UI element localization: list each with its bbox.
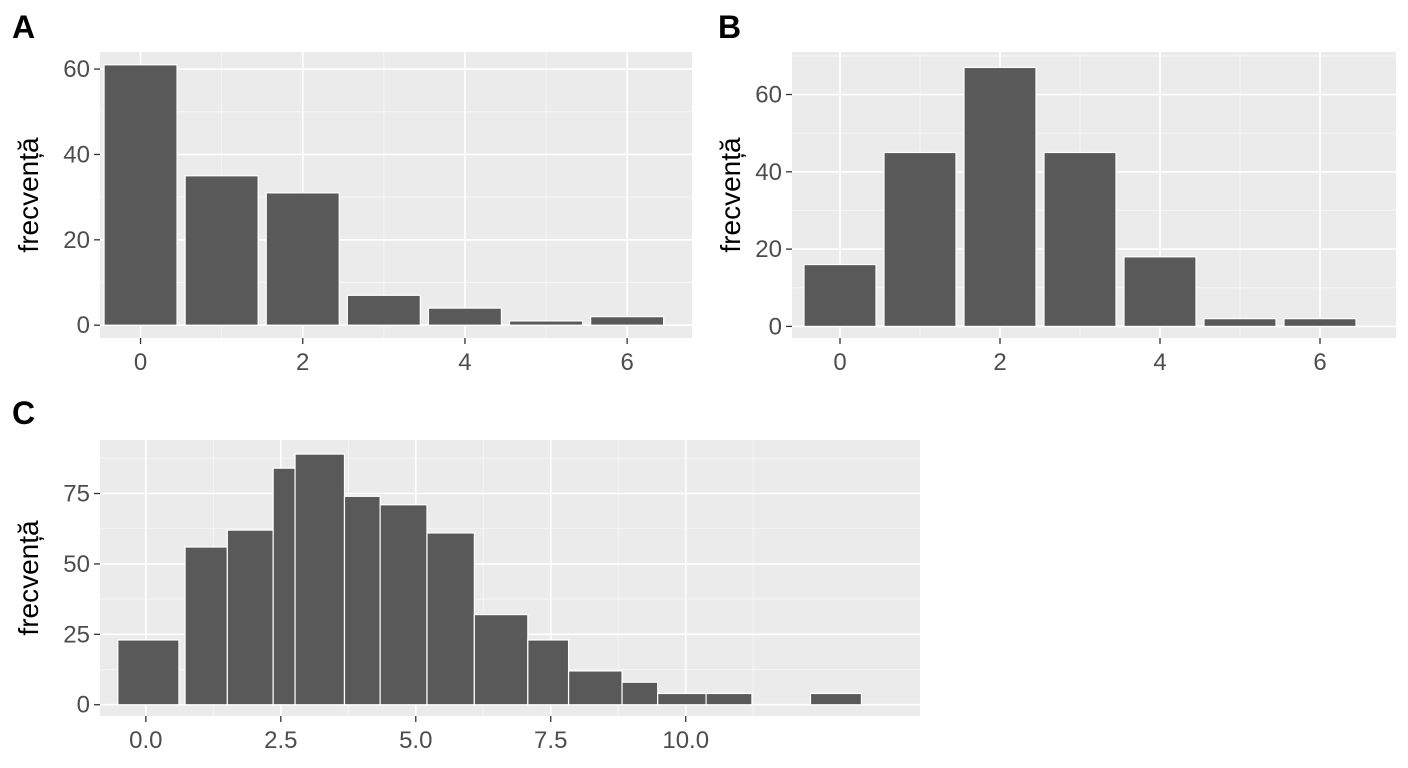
histogram-bar [803,263,877,328]
histogram-bar [117,639,180,706]
histogram-bar [1283,318,1357,328]
x-tick-label: 6 [620,349,633,376]
histogram-bar [527,639,570,706]
x-tick-label: 7.5 [534,727,567,754]
x-tick-label: 10.0 [662,727,709,754]
y-tick-label: 20 [63,227,90,254]
y-tick-label: 50 [63,551,90,578]
x-tick-label: 2 [993,349,1006,376]
y-axis-title: frecvență [13,137,44,253]
y-tick-label: 0 [77,692,90,719]
x-tick-label: 0 [833,349,846,376]
histogram-bar [346,294,421,326]
histogram-bar [184,546,228,706]
histogram-bar [809,692,863,706]
histogram-bar [426,532,475,706]
histogram-bar [294,453,346,706]
y-tick-label: 25 [63,621,90,648]
histogram-bar [1123,256,1197,328]
panel-c: 0.0 2.5 5.0 7.5 10.0 0 25 50 75 frecvență C [12,395,920,754]
histogram-bar [657,692,707,706]
y-axis-title: frecvență [715,137,746,253]
histogram-bar [379,504,428,706]
histogram-bar [103,64,178,326]
histogram-bar [621,681,659,706]
panel-tag: C [12,395,35,431]
histogram-bar [226,529,274,706]
histogram-bar [508,320,584,326]
histogram-bar [705,692,753,706]
y-tick-label: 20 [755,236,782,263]
y-axis-title: frecvență [13,520,44,636]
x-tick-label: 6 [1313,349,1326,376]
panel-tag: B [718,9,741,45]
x-tick-label: 2.5 [264,727,297,754]
x-tick-label: 4 [1153,349,1166,376]
y-tick-label: 40 [755,159,782,186]
y-tick-label: 40 [63,141,90,168]
y-tick-label: 0 [77,312,90,339]
histogram-bar [1203,318,1277,328]
x-tick-label: 2 [296,349,309,376]
panel-tag: A [12,9,35,45]
y-tick-label: 0 [769,313,782,340]
histogram-bar [1043,151,1117,328]
histogram-bar [473,614,529,706]
histogram-bar [427,307,503,326]
histogram-bar [567,670,623,706]
histogram-bar [590,316,665,326]
histogram-bar [272,467,296,706]
x-tick-label: 5.0 [399,727,432,754]
histogram-bar [343,495,381,706]
x-tick-label: 4 [458,349,471,376]
histogram-bar [883,151,957,328]
y-tick-label: 60 [63,56,90,83]
y-tick-label: 60 [755,82,782,109]
histogram-bar [963,66,1037,328]
histogram-bar [184,175,259,326]
histogram-bar [265,192,340,326]
x-tick-label: 0.0 [129,727,162,754]
x-tick-label: 0 [134,349,147,376]
y-tick-label: 75 [63,481,90,508]
